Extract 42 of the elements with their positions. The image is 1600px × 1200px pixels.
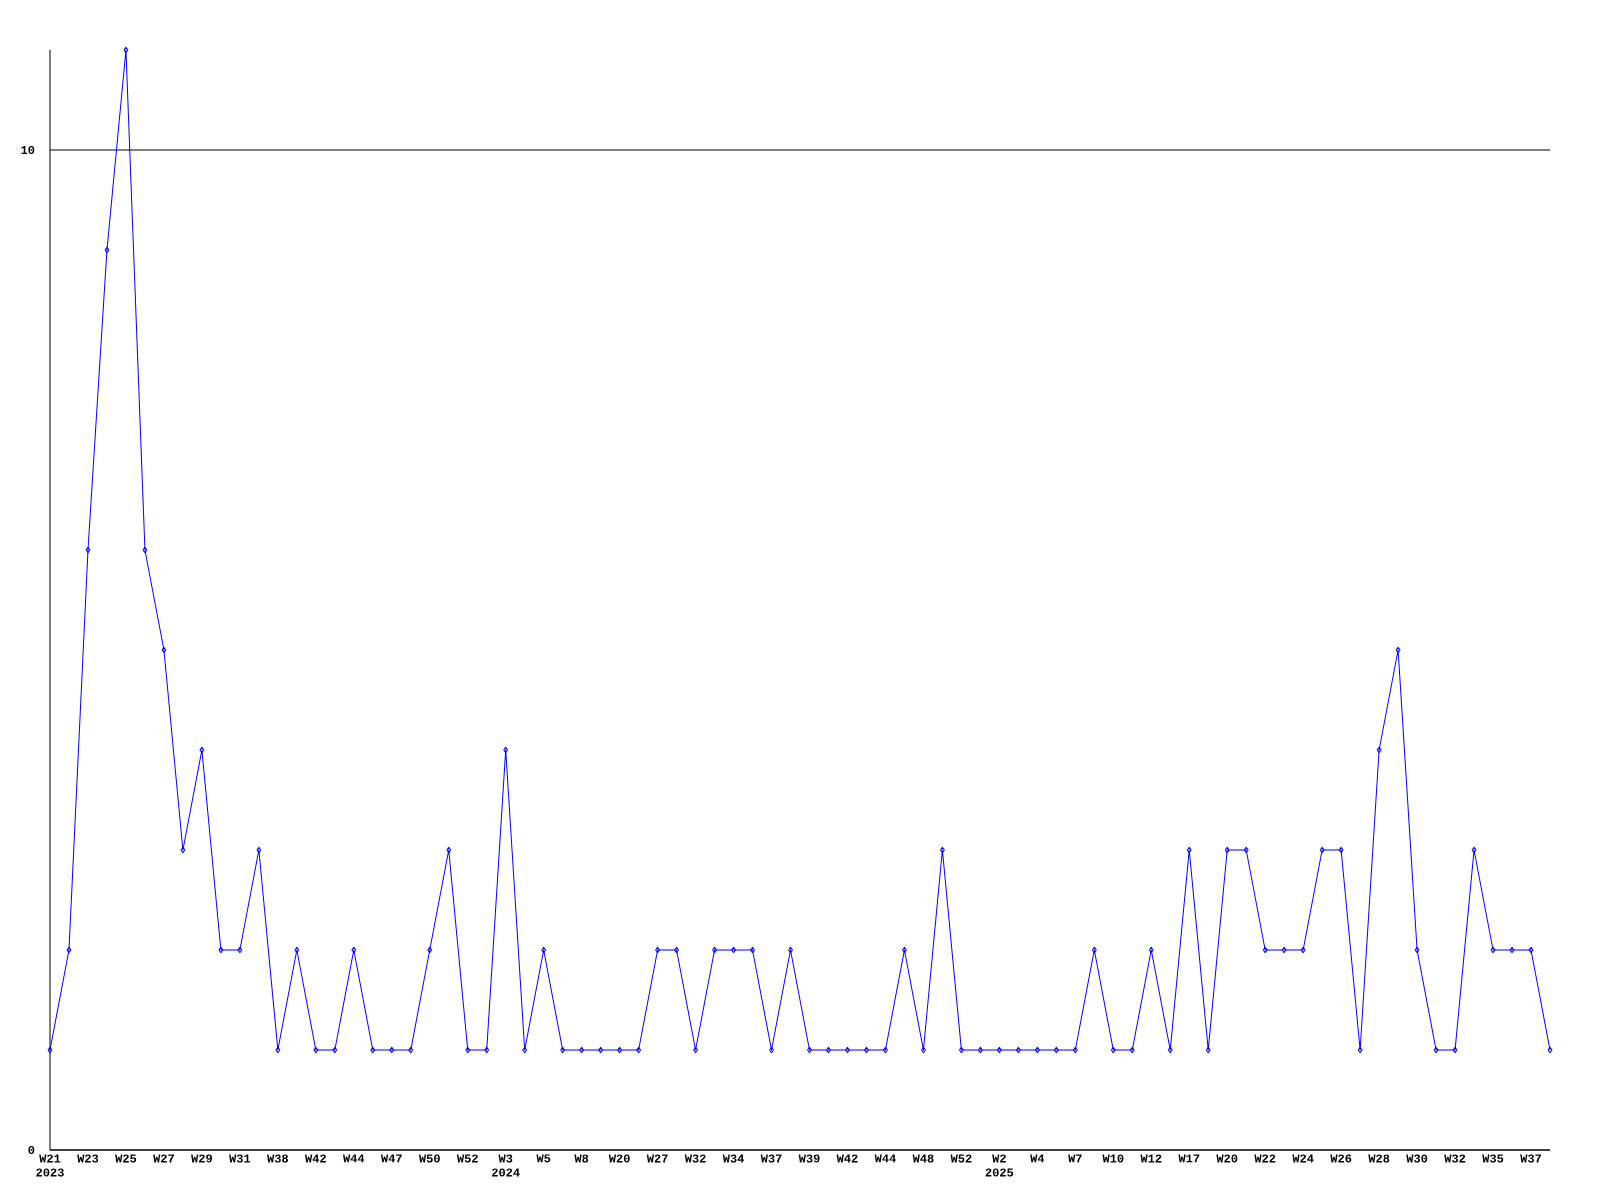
x-tick-label: W23 — [77, 1154, 99, 1163]
x-tick-label: W35 — [1482, 1154, 1504, 1163]
x-tick-label: W29 — [191, 1154, 212, 1163]
x-tick-label: W3 2024 — [492, 1154, 520, 1177]
x-tick-label: W31 — [229, 1154, 251, 1163]
x-tick-label: W27 — [153, 1154, 174, 1163]
x-tick-label: W47 — [380, 1154, 402, 1163]
x-tick-label: W24 — [1292, 1154, 1314, 1163]
x-tick-label: W39 — [798, 1154, 820, 1163]
x-tick-label: W21 2023 — [36, 1154, 64, 1177]
x-tick-label: W44 — [343, 1154, 365, 1163]
x-tick-label: W20 — [608, 1154, 630, 1163]
x-tick-label: W52 — [950, 1154, 972, 1163]
x-tick-label: W28 — [1368, 1154, 1390, 1163]
x-tick-label: W37 — [1520, 1154, 1542, 1163]
x-tick-label: W17 — [1178, 1154, 1200, 1163]
x-tick-label: W25 — [115, 1154, 137, 1163]
x-tick-label: W52 — [456, 1154, 478, 1163]
x-tick-label: W38 — [267, 1154, 289, 1163]
x-tick-label: W30 — [1406, 1154, 1428, 1163]
x-tick-label: W27 — [646, 1154, 668, 1163]
x-tick-label: W42 — [836, 1154, 858, 1163]
x-tick-label: W48 — [912, 1154, 934, 1163]
x-tick-label: W32 — [684, 1154, 706, 1163]
x-tick-label: W50 — [418, 1154, 440, 1163]
x-tick-label: W7 — [1068, 1154, 1082, 1163]
x-tick-label: W37 — [760, 1154, 782, 1163]
x-tick-label: W2 2025 — [985, 1154, 1014, 1177]
y-tick-label: 10 — [21, 145, 35, 155]
y-tick-label: 0 — [28, 1145, 35, 1155]
x-tick-label: W4 — [1030, 1154, 1045, 1163]
x-tick-label: W10 — [1102, 1154, 1124, 1163]
x-tick-label: W22 — [1254, 1154, 1276, 1163]
x-tick-label: W20 — [1216, 1154, 1238, 1163]
x-tick-label: W42 — [305, 1154, 326, 1163]
x-tick-label: W5 — [536, 1154, 551, 1163]
x-tick-label: W8 — [574, 1154, 589, 1163]
x-tick-label: W32 — [1444, 1154, 1466, 1163]
x-tick-label: W26 — [1330, 1154, 1352, 1163]
x-tick-label: W44 — [874, 1154, 896, 1163]
x-tick-label: W34 — [722, 1154, 744, 1163]
x-tick-label: W12 — [1140, 1154, 1162, 1163]
